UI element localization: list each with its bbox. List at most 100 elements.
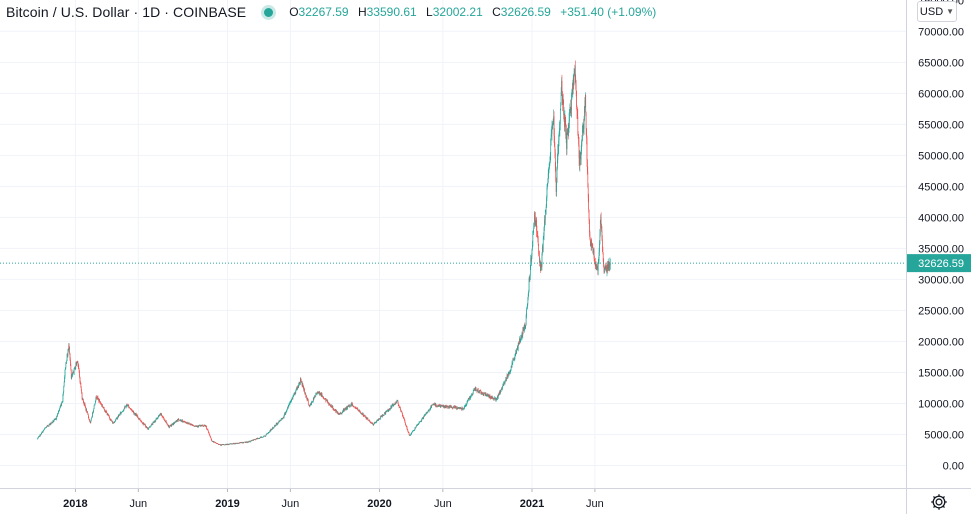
candle-body (352, 403, 353, 407)
candle-body (182, 421, 184, 422)
candle (243, 441, 245, 444)
candle-body (110, 419, 112, 421)
candle-body (87, 413, 89, 415)
candle (395, 402, 397, 404)
candle-body (385, 410, 387, 412)
candle (588, 193, 589, 213)
candle (84, 402, 85, 406)
candle (83, 401, 85, 406)
candle (422, 417, 423, 419)
candle (220, 444, 221, 446)
gear-icon[interactable] (928, 491, 950, 513)
candle-body (324, 398, 325, 400)
candle-body (514, 354, 516, 357)
candle-body (444, 405, 446, 408)
candle (534, 211, 535, 228)
candle (529, 264, 531, 280)
candle (216, 443, 218, 444)
candle-body (418, 423, 420, 425)
candle-body (349, 405, 350, 407)
candle (560, 102, 562, 111)
chevron-down-icon: ▼ (946, 7, 955, 16)
candle-body (119, 414, 120, 416)
candle-body (99, 399, 100, 403)
candle (270, 428, 272, 431)
candle-body (108, 415, 110, 417)
candle (280, 420, 282, 422)
candle-body (598, 252, 600, 261)
candle-body (602, 247, 604, 253)
candle (473, 388, 475, 391)
candle (402, 414, 404, 417)
currency-selector-button[interactable]: USD ▼ (917, 1, 957, 22)
candle (82, 397, 84, 400)
candle (303, 388, 305, 391)
candle (233, 442, 235, 444)
candle (601, 225, 603, 242)
candle (110, 418, 112, 421)
candle-body (442, 405, 444, 407)
candle-body (312, 401, 313, 403)
candle-body (609, 263, 611, 266)
candle-body (583, 125, 584, 129)
candle (73, 370, 75, 374)
candle-body (460, 408, 462, 409)
candle (184, 421, 186, 424)
open-label: O (289, 5, 299, 19)
candle-body (329, 404, 331, 406)
candle (396, 399, 398, 402)
candle (471, 393, 472, 396)
candle-body (116, 417, 118, 419)
candle (486, 394, 487, 397)
candle-body (438, 405, 440, 407)
candle-body (266, 433, 268, 435)
candle (523, 326, 525, 332)
candle (495, 397, 497, 402)
candle-body (147, 428, 149, 430)
candle (396, 400, 397, 404)
candle-body (98, 398, 100, 402)
candle (340, 413, 342, 415)
candle-body (211, 440, 213, 442)
candle (93, 407, 95, 412)
time-scale[interactable]: 2018 Jun 2019 Jun 2020 Jun 2021 Jun (0, 488, 971, 510)
candle (277, 421, 279, 424)
candle (415, 426, 417, 429)
candle-body (305, 395, 307, 397)
candle-body (185, 422, 187, 424)
candle-body (410, 434, 412, 436)
candle-body (245, 442, 246, 443)
candle-body (536, 231, 538, 236)
candle (50, 423, 52, 424)
candle (597, 265, 599, 275)
candle (317, 391, 318, 394)
candle-body (511, 366, 512, 368)
candle-body (577, 110, 578, 117)
candle (535, 217, 537, 228)
candle (127, 404, 128, 407)
candle-body (430, 406, 432, 409)
symbol-title[interactable]: Bitcoin / U.S. Dollar · 1D · COINBASE (6, 4, 247, 20)
candle-body (227, 444, 229, 445)
candle (403, 417, 405, 420)
candle-body (534, 213, 535, 225)
candle (145, 424, 146, 427)
candle-body (99, 402, 101, 403)
candle-body (138, 418, 140, 420)
candle (52, 419, 54, 424)
candle-body (179, 420, 181, 421)
candle (440, 404, 442, 408)
candle-body (564, 114, 565, 127)
candle-body (325, 398, 326, 400)
candle-body (327, 402, 329, 403)
candle-body (450, 406, 452, 408)
candle-body (301, 381, 303, 386)
candle (397, 399, 399, 404)
candle (547, 178, 549, 187)
price-scale[interactable]: 70000.0065000.0060000.0055000.0050000.00… (906, 0, 965, 514)
candle (201, 424, 203, 426)
candle-body (286, 410, 287, 412)
candle-body (499, 392, 501, 394)
